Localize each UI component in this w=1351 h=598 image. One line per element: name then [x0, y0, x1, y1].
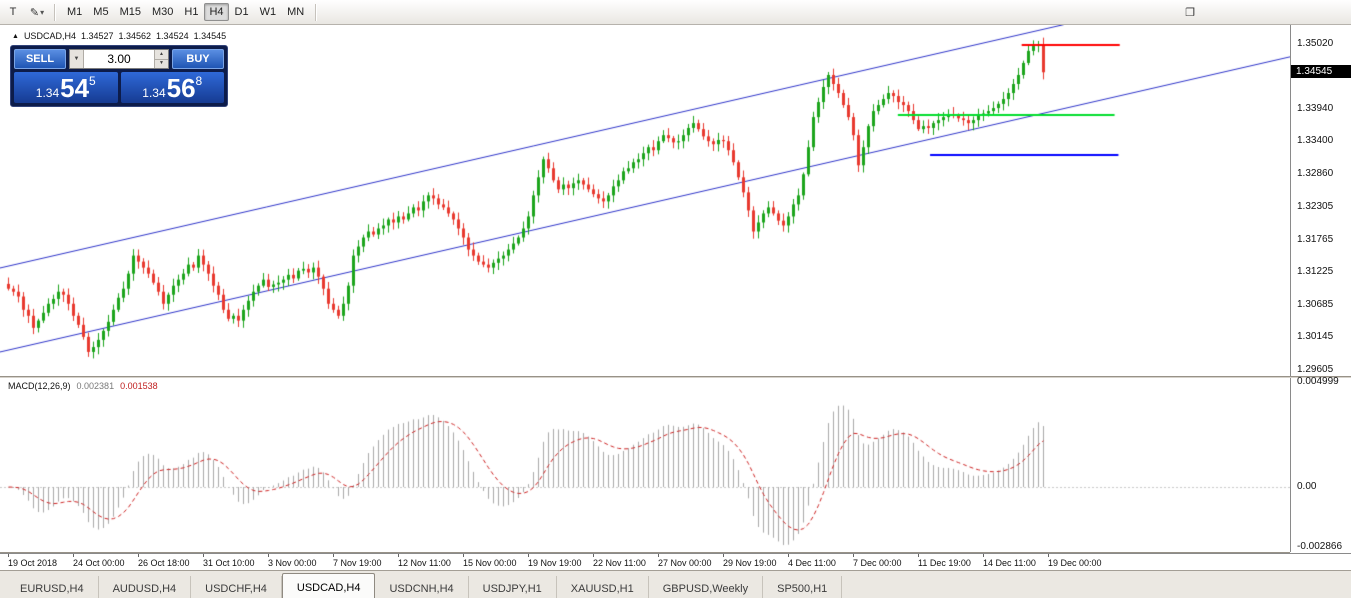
sell-price-button[interactable]: 1.34 54 5	[14, 72, 118, 103]
time-axis-label: 15 Nov 00:00	[463, 554, 517, 568]
price-axis-label: 1.35020	[1297, 37, 1334, 49]
macd-axis-label: 0.004999	[1297, 376, 1339, 388]
toolbar-right-group: ❐	[1179, 2, 1201, 23]
chart-tab-usdcad-h4[interactable]: USDCAD,H4	[281, 573, 376, 598]
chart-tab-sp500-h1[interactable]: SP500,H1	[763, 576, 843, 598]
chart-tab-gbpusd-weekly[interactable]: GBPUSD,Weekly	[649, 576, 764, 598]
macd-signal-value: 0.001538	[120, 381, 158, 391]
symbol-marker-icon: ▲	[12, 32, 19, 40]
buy-price-prefix: 1.34	[142, 86, 166, 100]
volume-increase-button[interactable]: ▲	[155, 50, 168, 60]
time-axis-label: 19 Dec 00:00	[1048, 554, 1102, 568]
chart-tab-eurusd-h4[interactable]: EURUSD,H4	[6, 576, 99, 598]
chart-ohlc-label: ▲ USDCAD,H4 1.34527 1.34562 1.34524 1.34…	[12, 31, 226, 41]
timeframe-button-h4[interactable]: H4	[204, 3, 229, 21]
pane-divider[interactable]	[0, 376, 1351, 378]
time-axis[interactable]: 19 Oct 2018 24 Oct 00:00 26 Oct 18:00 31 Oc…	[0, 553, 1351, 570]
price-axis[interactable]: 1.35020 1.33940 1.33400 1.32860 1.32305 1.317…	[1290, 25, 1351, 376]
macd-chart-canvas[interactable]	[0, 378, 1290, 552]
symbol-timeframe-label: USDCAD,H4	[23, 31, 76, 41]
time-axis-label: 19 Oct 2018	[8, 554, 58, 568]
trade-controls-row: SELL ▼ ▲ ▼ BUY	[14, 49, 224, 69]
macd-axis-label: -0.002866	[1297, 541, 1343, 553]
macd-indicator-label: MACD(12,26,9) 0.002381 0.001538	[8, 381, 158, 391]
one-click-trading-widget: SELL ▼ ▲ ▼ BUY 1.34 54 5	[10, 45, 228, 107]
time-axis-label: 31 Oct 10:00	[203, 554, 255, 568]
text-tool-icon[interactable]: T	[9, 6, 17, 18]
time-axis-label: 22 Nov 11:00	[593, 554, 646, 568]
chart-tab-xauusd-h1[interactable]: XAUUSD,H1	[557, 576, 649, 598]
toolbar-separator	[54, 3, 56, 21]
price-axis-label: 1.32860	[1297, 167, 1334, 179]
volume-input[interactable]	[84, 50, 154, 68]
sell-button[interactable]: SELL	[14, 49, 66, 69]
sell-price-prefix: 1.34	[35, 86, 60, 100]
macd-axis-label: 0.00	[1297, 481, 1317, 492]
chart-tab-usdjpy-h1[interactable]: USDJPY,H1	[469, 576, 557, 598]
timeframe-button-h1[interactable]: H1	[184, 6, 199, 18]
time-axis-label: 4 Dec 11:00	[788, 554, 836, 568]
pencil-icon: ✎	[29, 6, 40, 19]
price-axis-label: 1.30685	[1297, 298, 1334, 310]
chart-tab-audusd-h4[interactable]: AUDUSD,H4	[99, 576, 192, 598]
time-axis-label: 27 Nov 00:00	[658, 554, 712, 568]
macd-main-value: 0.002381	[76, 381, 115, 391]
buy-button[interactable]: BUY	[172, 49, 224, 69]
volume-dropdown-button[interactable]: ▼	[70, 50, 84, 68]
main-toolbar: T ✎ ▾ M1 M5 M15 M30 H1 H4 D1 W1 MN ❐	[0, 0, 1351, 25]
price-axis-label: 1.32305	[1297, 201, 1334, 213]
open-value: 1.34527	[80, 31, 114, 41]
chart-tab-usdchf-h4[interactable]: USDCHF,H4	[191, 576, 282, 598]
time-axis-label: 14 Dec 11:00	[983, 554, 1036, 568]
trade-prices-row: 1.34 54 5 1.34 56 8	[14, 72, 224, 103]
volume-spinner: ▲ ▼	[154, 50, 168, 68]
macd-pane[interactable]: MACD(12,26,9) 0.002381 0.001538	[0, 378, 1290, 553]
timeframe-button-m15[interactable]: M15	[119, 6, 141, 18]
timeframe-group: M1 M5 M15 M30 H1 H4 D1 W1 MN	[62, 3, 309, 21]
chevron-down-icon: ▼	[73, 56, 80, 62]
time-axis-label: 11 Dec 19:00	[918, 554, 971, 568]
buy-price-main: 56	[166, 73, 196, 103]
chart-tabs-bar: EURUSD,H4 AUDUSD,H4 USDCHF,H4 USDCAD,H4 USDC…	[0, 570, 1351, 598]
window-icon[interactable]: ❐	[1185, 6, 1195, 19]
timeframe-button-mn[interactable]: MN	[287, 6, 305, 18]
low-value: 1.34524	[156, 31, 189, 41]
draw-tools-button[interactable]: ✎ ▾	[26, 2, 48, 23]
buy-price-pip: 8	[195, 74, 203, 88]
volume-control: ▼ ▲ ▼	[69, 49, 169, 69]
sell-price-main: 54	[60, 73, 90, 103]
time-axis-label: 12 Nov 11:00	[398, 554, 451, 568]
volume-decrease-button[interactable]: ▼	[155, 59, 168, 68]
price-chart-pane[interactable]: ▲ USDCAD,H4 1.34527 1.34562 1.34524 1.34…	[0, 25, 1290, 376]
buy-price-button[interactable]: 1.34 56 8	[120, 72, 224, 103]
current-price-tag: 1.34545	[1291, 65, 1351, 79]
toolbar-separator	[315, 3, 318, 21]
macd-axis[interactable]: 0.004999 0.00 -0.002866	[1290, 376, 1351, 553]
timeframe-button-w1[interactable]: W1	[259, 6, 277, 18]
price-axis-label: 1.31225	[1297, 266, 1334, 278]
chart-tab-usdcnh-h4[interactable]: USDCNH,H4	[375, 576, 469, 598]
time-axis-label: 7 Dec 00:00	[853, 554, 902, 568]
time-axis-label: 29 Nov 19:00	[723, 554, 777, 568]
price-axis-label: 1.31765	[1297, 233, 1334, 245]
timeframe-button-m5[interactable]: M5	[93, 6, 109, 18]
price-axis-label: 1.29605	[1297, 363, 1334, 375]
price-axis-label: 1.30145	[1297, 331, 1334, 343]
price-axis-label: 1.33400	[1297, 135, 1334, 147]
timeframe-button-d1[interactable]: D1	[234, 6, 249, 18]
macd-name: MACD(12,26,9)	[8, 381, 71, 391]
time-axis-label: 24 Oct 00:00	[73, 554, 125, 568]
close-value: 1.34545	[193, 31, 227, 41]
time-axis-label: 7 Nov 19:00	[333, 554, 382, 568]
time-axis-label: 19 Nov 19:00	[528, 554, 582, 568]
time-axis-label: 26 Oct 18:00	[138, 554, 190, 568]
timeframe-button-m1[interactable]: M1	[67, 6, 83, 18]
high-value: 1.34562	[118, 31, 152, 41]
chevron-down-icon: ▾	[40, 7, 45, 17]
timeframe-button-m30[interactable]: M30	[151, 6, 174, 18]
sell-price-pip: 5	[89, 74, 96, 88]
time-axis-label: 3 Nov 00:00	[268, 554, 317, 568]
price-axis-label: 1.33940	[1297, 102, 1334, 114]
